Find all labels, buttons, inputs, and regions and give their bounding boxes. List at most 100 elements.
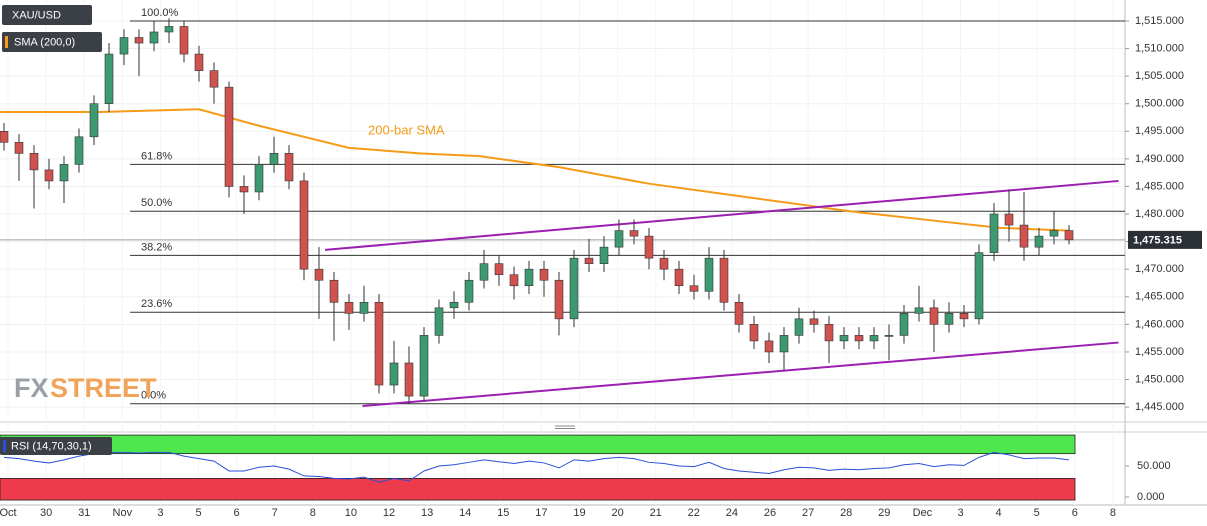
x-tick-label: Oct [0,507,17,519]
x-tick-label: 8 [1110,507,1116,519]
y-tick-label: 1,455.000 [1135,346,1184,358]
x-tick-label: 24 [726,507,738,519]
y-tick-label: 1,495.000 [1135,125,1184,137]
x-tick-label: 3 [157,507,163,519]
x-tick-label: 4 [996,507,1002,519]
candle-body [29,153,39,171]
candle-body [1064,230,1074,241]
candle-body [539,268,549,281]
x-tick-label: 5 [195,507,201,519]
x-tick-label: 22 [688,507,700,519]
x-tick-label: 21 [650,507,662,519]
symbol-tag[interactable]: XAU/USD [2,5,92,25]
candle-body [869,335,879,342]
candle-body [134,37,144,44]
x-tick-label: 17 [535,507,547,519]
candle-body [104,53,114,105]
candle-body [1019,224,1029,248]
candle-body [194,53,204,71]
candle-body [614,230,624,248]
indicator-label: SMA (200,0) [14,36,75,48]
candle-body [239,186,249,193]
candle-body [584,257,594,264]
candle-body [389,362,399,386]
candle-body [779,335,789,353]
logo-fx: FX [14,373,49,403]
candle-body [299,180,309,270]
rsi-tag[interactable]: RSI (14,70,30,1) [0,437,112,455]
candle-body [689,285,699,292]
fib-label: 61.8% [141,150,172,162]
tag-box [0,437,112,455]
candle-body [89,103,99,138]
y-tick-label: 1,460.000 [1135,318,1184,330]
x-tick-label: 26 [764,507,776,519]
x-tick-label: 30 [40,507,52,519]
candle-body [854,335,864,342]
candle-body [314,268,324,281]
candle-body [164,26,174,33]
candle-body [269,153,279,165]
candle-body [359,301,369,314]
candle-body [0,130,9,143]
candle-body [659,257,669,270]
x-tick-label: Dec [913,507,933,519]
x-tick-label: 7 [272,507,278,519]
candle-body [974,252,984,320]
candle-body [989,213,999,253]
candle-body [149,31,159,44]
candle-body [254,164,264,193]
candle-body [1049,230,1059,237]
x-tick-label: 6 [1072,507,1078,519]
candle-body [884,335,894,337]
x-tick-label: 20 [611,507,623,519]
candle-body [1034,235,1044,248]
y-tick-label: 1,465.000 [1135,291,1184,303]
logo: FX STREET [14,373,157,403]
rsi-tick-label: 0.000 [1137,491,1165,503]
indicator-swatch [5,36,8,48]
x-tick-label: 14 [459,507,471,519]
candle-body [44,169,54,182]
x-tick-label: 27 [802,507,814,519]
candle-body [554,279,564,320]
fib-label: 38.2% [141,241,172,253]
fib-label: 50.0% [141,197,172,209]
candle-body [914,307,924,314]
indicator-tag[interactable]: SMA (200,0) [2,32,102,52]
rsi-band [0,434,1076,455]
candle-body [794,318,804,336]
candle-body [749,324,759,342]
candle-body [179,26,189,55]
candle-body [509,274,519,287]
y-tick-label: 1,470.000 [1135,263,1184,275]
candle-body [74,136,84,165]
x-tick-label: 8 [310,507,316,519]
y-tick-label: 1,505.000 [1135,70,1184,82]
candle-body [719,257,729,303]
candle-body [674,268,684,287]
x-tick-label: 31 [78,507,90,519]
candle-body [209,70,219,88]
candle-body [629,230,639,237]
rsi-tick-label: 50.000 [1137,460,1171,472]
candle-body [494,263,504,276]
candle-body [119,37,129,55]
candle-body [59,164,69,182]
sma-line [0,108,1070,232]
candle-body [419,335,429,397]
candle-body [374,301,384,386]
candle-body [434,307,444,336]
last-price-box [1128,230,1202,249]
logo-street: STREET [50,373,157,403]
candle-body [944,313,954,325]
fib-label: 100.0% [141,7,179,19]
candle-body [344,301,354,314]
rsi-swatch [3,440,6,452]
y-tick-label: 1,480.000 [1135,208,1184,220]
candle-body [929,307,939,325]
x-tick-label: 12 [383,507,395,519]
y-tick-label: 1,500.000 [1135,98,1184,110]
trendline [362,341,1119,407]
